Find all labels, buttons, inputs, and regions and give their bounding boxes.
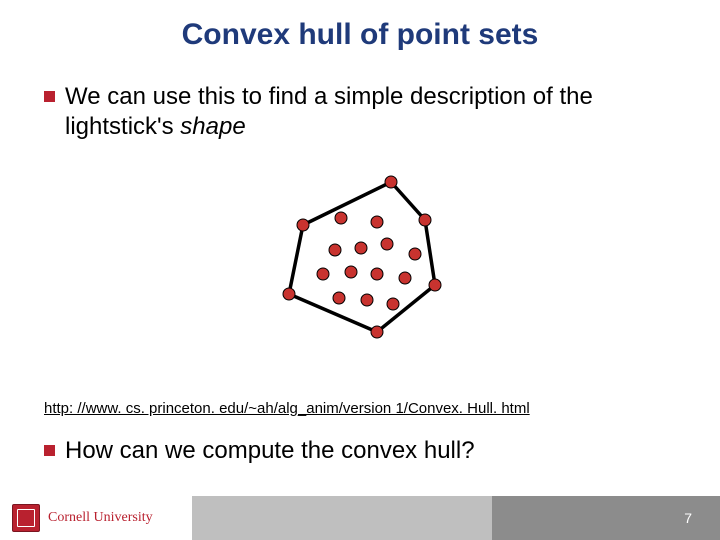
footer-mid-bar [192, 496, 492, 540]
bullet-item-1: We can use this to find a simple descrip… [0, 82, 720, 142]
hull-point [399, 272, 411, 284]
bullet-2-text: How can we compute the convex hull? [65, 436, 664, 466]
footer: Cornell University 7 [0, 496, 720, 540]
point-cloud [283, 176, 441, 338]
hull-point [381, 238, 393, 250]
bullet-1-italic: shape [180, 113, 245, 140]
link-text: http: //www. cs. princeton. edu/~ah/alg_… [44, 400, 530, 417]
hull-point [333, 292, 345, 304]
hull-point [355, 242, 367, 254]
slide-title: Convex hull of point sets [0, 0, 720, 60]
hull-point [345, 266, 357, 278]
bullet-2-wrap: How can we compute the convex hull? [0, 428, 720, 466]
title-text: Convex hull of point sets [182, 18, 539, 51]
hull-point [409, 248, 421, 260]
reference-link[interactable]: http: //www. cs. princeton. edu/~ah/alg_… [44, 400, 530, 417]
bullet-marker-icon [44, 91, 55, 102]
hull-point [283, 288, 295, 300]
hull-point [297, 219, 309, 231]
hull-point [329, 244, 341, 256]
bullet-1-plain: We can use this to find a simple descrip… [65, 83, 593, 140]
hull-point [429, 279, 441, 291]
hull-point [387, 298, 399, 310]
hull-point [371, 268, 383, 280]
hull-point [385, 176, 397, 188]
page-number: 7 [684, 510, 692, 526]
hull-point [371, 216, 383, 228]
bullet-item-2: How can we compute the convex hull? [0, 436, 720, 466]
hull-point [317, 268, 329, 280]
hull-point [361, 294, 373, 306]
university-seal-icon [12, 504, 40, 532]
bullet-1-text: We can use this to find a simple descrip… [65, 82, 664, 142]
hull-point [419, 214, 431, 226]
slide: Convex hull of point sets We can use thi… [0, 0, 720, 540]
convex-hull-figure [265, 170, 475, 350]
hull-point [371, 326, 383, 338]
footer-left: Cornell University [0, 496, 192, 540]
hull-point [335, 212, 347, 224]
footer-right-bar: 7 [492, 496, 720, 540]
university-name: Cornell University [48, 510, 153, 526]
bullet-marker-icon [44, 445, 55, 456]
bullet-2-plain: How can we compute the convex hull? [65, 437, 475, 464]
